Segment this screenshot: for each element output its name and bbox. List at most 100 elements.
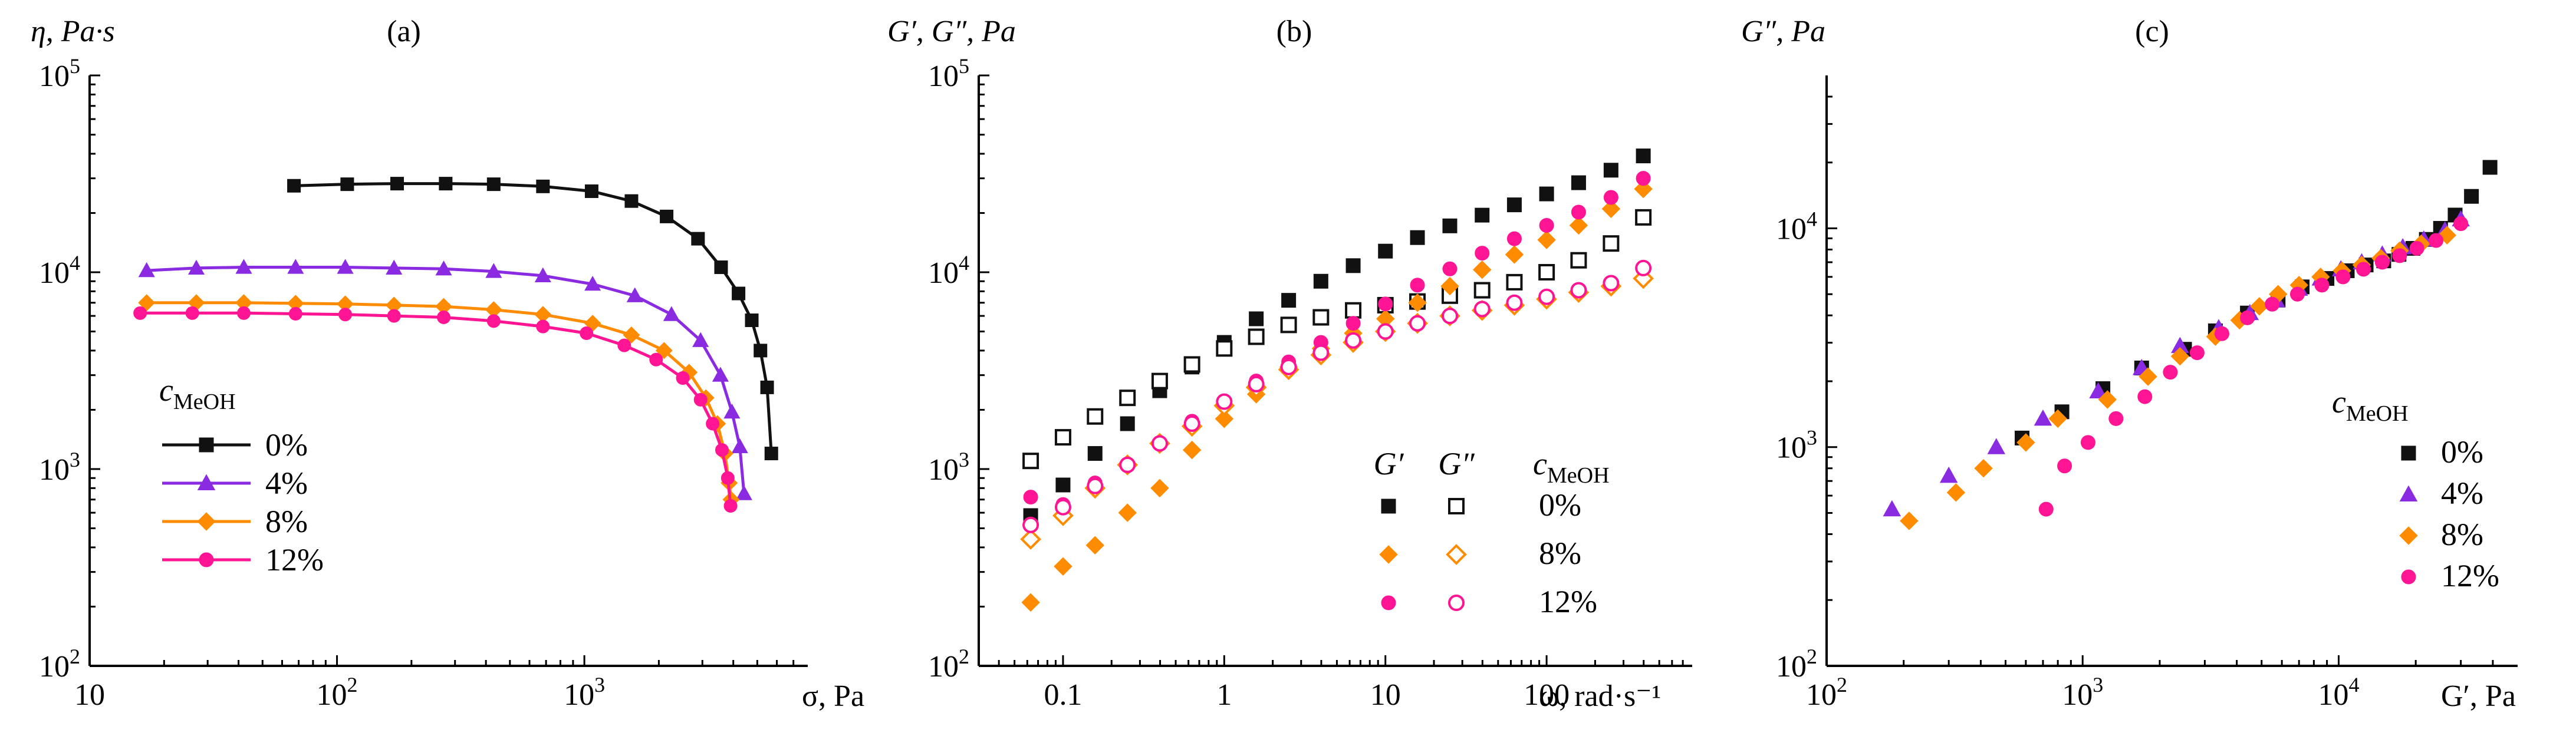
data-point-G′-0% <box>1055 477 1071 493</box>
panel-c: 102 103 104 102 103 104 G″, Pa G′, Pa (c) cMeOH 0%… <box>1741 15 2518 713</box>
data-point-G′-8% <box>1601 199 1621 219</box>
data-point-4% <box>138 262 155 278</box>
data-point-G′-12% <box>1023 490 1038 505</box>
data-point-0% <box>745 313 759 328</box>
data-point-G″-12% <box>1506 294 1523 311</box>
data-point-G′-8% <box>1118 503 1137 522</box>
data-point-G′-12% <box>1603 190 1618 205</box>
data-point-G′-0% <box>1410 230 1425 245</box>
data-point-12% <box>2429 233 2444 248</box>
data-point-4% <box>584 275 601 291</box>
data-point-4% <box>663 306 680 321</box>
data-point-8% <box>2098 390 2117 409</box>
data-point-G″-0% <box>1280 316 1297 334</box>
data-point-G″-12% <box>1538 288 1555 305</box>
x-tick-label: 103 <box>2062 673 2103 712</box>
data-point-G′-8% <box>1021 593 1040 612</box>
data-point-12% <box>723 499 738 513</box>
data-point-0% <box>536 179 550 193</box>
data-point-G′-0% <box>1313 273 1328 289</box>
data-point-G″-12% <box>1216 393 1233 410</box>
legend-marker-8% <box>197 512 216 531</box>
legend-label-8%: 8% <box>2441 517 2483 552</box>
data-point-12% <box>2080 435 2095 450</box>
data-point-0% <box>691 232 705 246</box>
x-tick-label: 10 <box>74 678 105 712</box>
data-point-12% <box>617 338 631 352</box>
data-point-G″-12% <box>1022 516 1039 533</box>
y-tick-label: 103 <box>39 448 80 487</box>
legend-header-gprime: G′ <box>1374 446 1404 481</box>
y-axis-label: G″, Pa <box>1741 15 1825 48</box>
data-point-0% <box>390 177 404 191</box>
data-point-G″-12% <box>1473 301 1491 318</box>
data-point-12% <box>580 326 594 340</box>
x-axis-label: ω, rad·s⁻¹ <box>1539 679 1661 713</box>
data-point-G″-12% <box>1087 477 1104 494</box>
data-point-G″-12% <box>1441 308 1458 325</box>
data-point-G′-8% <box>1473 260 1492 279</box>
data-point-G′-8% <box>1569 216 1588 235</box>
data-point-4% <box>1987 438 2006 454</box>
data-point-G″-12% <box>1054 499 1071 516</box>
data-point-G′-8% <box>1408 293 1427 312</box>
data-point-0% <box>439 177 453 191</box>
data-point-4% <box>731 438 748 454</box>
data-point-G′-12% <box>1475 246 1490 261</box>
data-point-G″-12% <box>1151 435 1168 452</box>
y-tick-label: 102 <box>1776 645 1817 684</box>
data-point-12% <box>2335 269 2351 285</box>
legend-marker-12% <box>2401 569 2416 585</box>
data-point-0% <box>760 380 774 394</box>
data-point-G′-12% <box>1378 296 1393 312</box>
data-point-G′-0% <box>1120 416 1135 431</box>
data-point-G′-8% <box>1440 276 1459 296</box>
data-point-12% <box>185 306 199 320</box>
legend-label-4%: 4% <box>2441 476 2483 511</box>
data-point-12% <box>288 307 302 321</box>
data-point-4% <box>626 287 643 302</box>
data-point-G′-12% <box>1571 204 1586 220</box>
data-point-0% <box>624 194 639 208</box>
data-point-4% <box>337 259 354 274</box>
data-point-4% <box>723 403 741 419</box>
data-point-G″-0% <box>1119 389 1136 407</box>
data-point-G″-12% <box>1119 456 1136 473</box>
data-point-G″-0% <box>1345 302 1362 319</box>
legend-label-0%: 0% <box>265 427 308 463</box>
data-point-G″-12% <box>1248 375 1265 392</box>
legend-marker-gdoubleprime-8% <box>1446 544 1467 565</box>
data-point-8% <box>1946 483 1966 502</box>
series-line-0% <box>294 182 773 454</box>
data-point-G′-0% <box>1506 197 1522 213</box>
legend-label-4%: 4% <box>265 466 308 501</box>
data-point-G′-0% <box>1345 258 1361 273</box>
data-point-G″-12% <box>1603 275 1620 292</box>
data-point-4% <box>386 259 403 275</box>
legend-marker-8% <box>2399 526 2418 545</box>
legend-label-0%: 0% <box>2441 434 2483 470</box>
data-point-4% <box>2089 382 2107 398</box>
data-point-G′-8% <box>1182 440 1202 460</box>
data-point-4% <box>712 367 729 382</box>
data-point-8% <box>2048 409 2067 428</box>
data-point-4% <box>287 259 304 274</box>
data-point-G′-0% <box>1571 175 1586 190</box>
legend-title: cMeOH <box>159 372 236 414</box>
data-point-G″-0% <box>1473 282 1491 299</box>
data-point-12% <box>2137 389 2153 404</box>
x-tick-label: 100 <box>1524 678 1570 712</box>
data-point-8% <box>2170 346 2190 366</box>
data-point-12% <box>338 308 353 322</box>
data-point-G′-0% <box>1442 218 1458 233</box>
data-point-G′-0% <box>1281 293 1297 308</box>
y-axis-label: G′, G″, Pa <box>887 15 1016 48</box>
data-point-G′-8% <box>1537 230 1556 249</box>
x-tick-label: 102 <box>1806 673 1847 712</box>
data-point-8% <box>1900 511 1919 530</box>
data-point-12% <box>706 417 720 431</box>
data-point-0% <box>660 209 674 223</box>
y-tick-label: 103 <box>928 448 969 487</box>
data-point-4% <box>435 260 452 276</box>
